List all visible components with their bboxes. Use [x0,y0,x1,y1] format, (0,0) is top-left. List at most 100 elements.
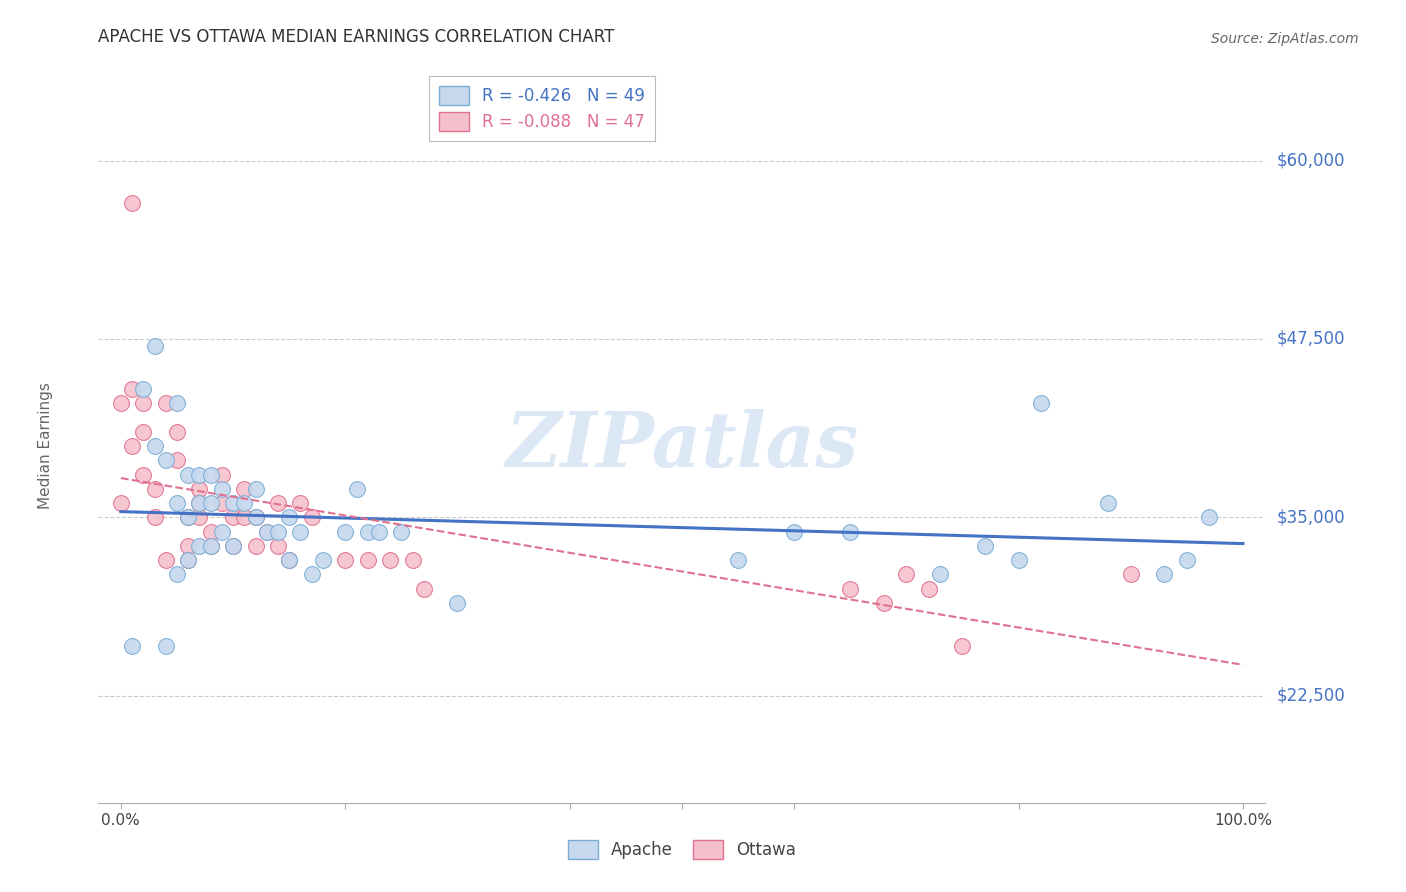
Point [200,539,222,553]
Point [412,582,434,596]
Point [200,539,222,553]
Point [188,482,211,496]
Point [188,467,211,482]
Point [211,467,233,482]
Point [896,567,918,582]
Point [132,425,155,439]
Point [245,510,267,524]
Point [188,510,211,524]
Point [873,596,896,610]
Point [143,482,166,496]
Point [222,496,245,510]
Point [233,482,256,496]
Text: ZIPatlas: ZIPatlas [505,409,859,483]
Point [222,539,245,553]
Point [166,496,188,510]
Point [1153,567,1175,582]
Point [278,553,301,567]
Point [312,553,335,567]
Point [256,524,278,539]
Point [929,567,952,582]
Text: $35,000: $35,000 [1277,508,1346,526]
Point [143,510,166,524]
Point [368,524,391,539]
Point [155,553,177,567]
Point [245,482,267,496]
Point [121,382,143,396]
Point [267,524,290,539]
Point [166,567,188,582]
Point [839,582,862,596]
Point [301,567,323,582]
Point [177,539,200,553]
Point [267,496,290,510]
Point [177,553,200,567]
Point [357,553,380,567]
Point [132,396,155,410]
Point [233,510,256,524]
Point [267,539,290,553]
Point [155,453,177,467]
Point [1007,553,1029,567]
Point [973,539,995,553]
Point [1119,567,1142,582]
Point [233,496,256,510]
Legend: Apache, Ottawa: Apache, Ottawa [561,833,803,866]
Point [245,539,267,553]
Point [245,510,267,524]
Point [1029,396,1052,410]
Text: $47,500: $47,500 [1277,330,1346,348]
Point [727,553,749,567]
Text: APACHE VS OTTAWA MEDIAN EARNINGS CORRELATION CHART: APACHE VS OTTAWA MEDIAN EARNINGS CORRELA… [98,29,614,46]
Point [222,510,245,524]
Point [132,382,155,396]
Point [177,553,200,567]
Point [166,453,188,467]
Point [278,510,301,524]
Point [177,510,200,524]
Point [1175,553,1198,567]
Point [143,339,166,353]
Point [401,553,423,567]
Point [389,524,412,539]
Text: Source: ZipAtlas.com: Source: ZipAtlas.com [1211,32,1358,46]
Point [200,496,222,510]
Point [132,467,155,482]
Point [200,524,222,539]
Point [357,524,380,539]
Point [783,524,806,539]
Text: $22,500: $22,500 [1277,687,1346,705]
Point [256,524,278,539]
Point [301,510,323,524]
Point [918,582,941,596]
Point [121,639,143,653]
Point [155,396,177,410]
Point [188,539,211,553]
Point [121,196,143,211]
Point [110,496,132,510]
Point [1097,496,1119,510]
Point [121,439,143,453]
Point [1198,510,1220,524]
Point [188,496,211,510]
Point [290,524,312,539]
Point [166,396,188,410]
Point [211,496,233,510]
Point [211,524,233,539]
Point [335,524,357,539]
Point [211,482,233,496]
Text: Median Earnings: Median Earnings [38,383,53,509]
Point [155,639,177,653]
Point [166,425,188,439]
Point [446,596,468,610]
Point [335,553,357,567]
Point [110,396,132,410]
Text: $60,000: $60,000 [1277,152,1346,169]
Point [177,467,200,482]
Point [177,510,200,524]
Point [222,539,245,553]
Point [346,482,368,496]
Point [952,639,974,653]
Point [143,439,166,453]
Point [839,524,862,539]
